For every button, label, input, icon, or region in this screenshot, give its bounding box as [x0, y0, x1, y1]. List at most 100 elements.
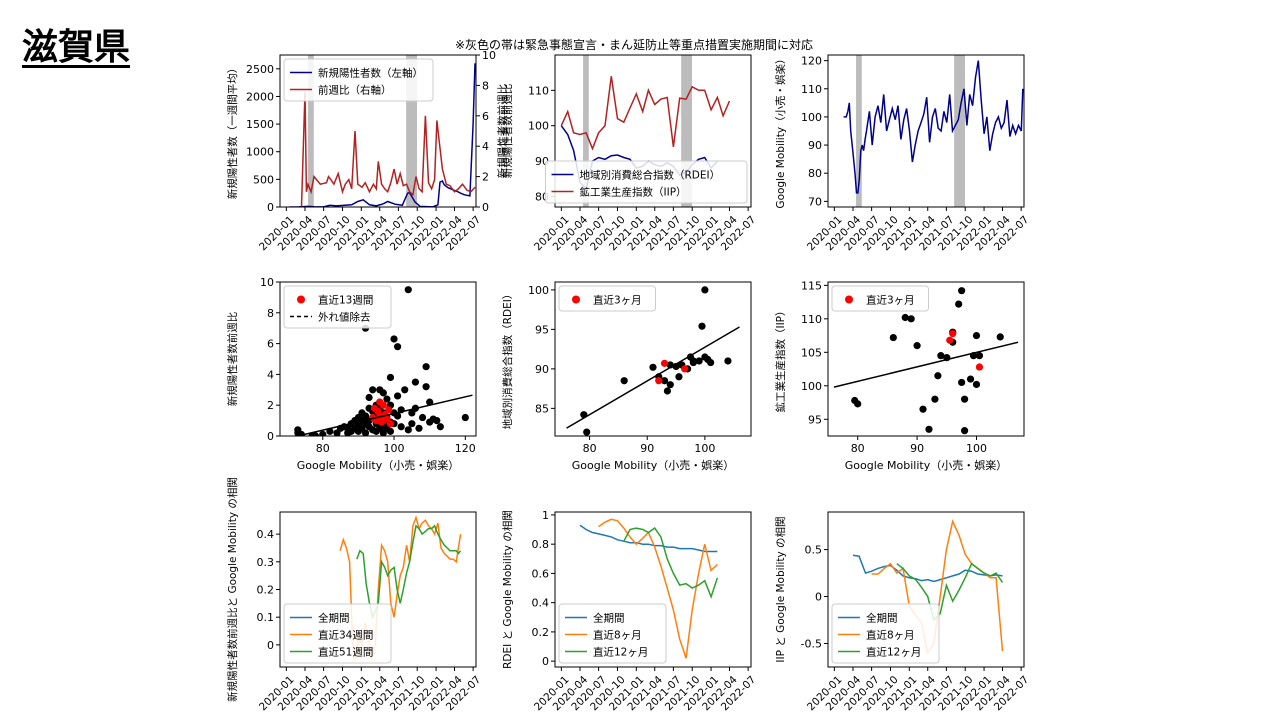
y-tick-label: 0.3: [257, 556, 275, 569]
data-point: [649, 363, 657, 371]
data-point: [379, 389, 387, 397]
legend-label: 直近13週間: [318, 294, 373, 307]
data-point: [383, 395, 391, 403]
fit-line: [297, 394, 473, 436]
chart-panel-3: 7080901001101202020-012020-042020-072020…: [774, 53, 1031, 253]
plot-frame: [279, 54, 477, 208]
data-point: [422, 383, 430, 391]
data-point: [972, 380, 981, 389]
y-tick-label: 0.6: [532, 567, 550, 580]
x-tick-label: 100: [966, 442, 987, 455]
plot-frame: [827, 511, 1025, 668]
y-tick-label: 0.2: [257, 584, 275, 597]
data-point: [386, 427, 395, 435]
y-tick-label: 1500: [246, 118, 274, 131]
data-point: [426, 398, 434, 406]
slide-title: 滋賀県: [22, 27, 131, 68]
y-tick-label: 0.4: [257, 528, 275, 541]
shading-note: ※灰色の帯は緊急事態宣言・まん延防止等重点措置実施期間に対応: [455, 38, 814, 52]
y-tick-label: -0.5: [801, 638, 822, 651]
y-tick-label: 2: [267, 399, 274, 412]
data-point: [394, 392, 402, 400]
plot-frame: [827, 54, 1025, 208]
y-axis-label: Google Mobility（小売・娯楽）: [774, 53, 787, 208]
y-tick-label: 100: [528, 284, 549, 297]
legend-box: [831, 603, 940, 664]
y-tick-label: 105: [801, 346, 822, 359]
y-axis-label: 鉱工業生産指数（IIP）: [774, 305, 787, 412]
recent-point: [946, 336, 954, 344]
legend-label: 直近3ヶ月: [866, 294, 915, 307]
legend-label: 全期間: [593, 612, 625, 625]
series-line: [843, 60, 1024, 194]
data-point: [436, 423, 444, 431]
data-point: [312, 432, 320, 436]
series-line: [623, 527, 719, 599]
shaded-band: [406, 55, 418, 207]
legend: 新規陽性者数（左軸） 前週比（右軸）: [283, 58, 434, 102]
chart-panel-6: 95 100 105 110 115 80 90 100 鉱工業生産指数（IIP） Google …: [774, 279, 1025, 472]
series-line: [852, 554, 1003, 583]
legend-label: 直近8ヶ月: [593, 629, 642, 642]
plot-frame: [827, 281, 1025, 437]
series-line: [300, 91, 476, 207]
y-tick-label: 2000: [246, 90, 274, 103]
y-tick-label: 80: [808, 167, 822, 180]
chart-panel-5: 85 90 95 100 80 90 100 地域別消費総合指数（RDEI） Google Mo…: [501, 281, 752, 472]
recent-point: [660, 359, 669, 367]
plot-area: [566, 286, 740, 436]
data-point: [394, 412, 402, 420]
data-point: [319, 430, 327, 436]
y2-tick-label: 6: [482, 110, 489, 123]
data-point: [433, 417, 441, 425]
data-point: [361, 429, 370, 436]
data-point: [701, 286, 709, 294]
data-point: [724, 357, 732, 365]
series-line: [579, 524, 718, 553]
legend-box: [545, 160, 748, 204]
shaded-band: [308, 55, 314, 207]
data-point: [461, 413, 469, 422]
y-tick-label: 120: [801, 55, 822, 68]
data-point: [404, 426, 412, 434]
data-point: [369, 386, 377, 394]
data-point: [889, 333, 897, 342]
data-point: [620, 377, 628, 385]
y-tick-label: 6: [267, 338, 274, 351]
y-tick-label: 0: [542, 655, 549, 668]
data-point: [689, 357, 697, 365]
y-tick-label: 95: [535, 323, 549, 336]
y-axis-label: 新規陽性者数前週比: [226, 312, 239, 407]
y2-axis-label: 新規陽性者数前週比: [496, 84, 509, 179]
legend: 直近3ヶ月: [831, 285, 929, 312]
y2-tick-label: 4: [482, 140, 489, 153]
y-axis-label: 新規陽性者数前週比: [501, 84, 514, 179]
plot-frame: [554, 511, 752, 668]
y-tick-label: 4: [267, 368, 274, 381]
y2-tick-label: 8: [482, 79, 489, 92]
data-point: [958, 287, 966, 295]
plot-area: [833, 287, 1019, 435]
data-point: [675, 373, 683, 381]
recent-point: [379, 417, 387, 425]
data-point: [411, 378, 420, 386]
y-tick-label: 0: [267, 639, 274, 652]
plot-frame: [279, 511, 477, 668]
data-point: [937, 352, 945, 360]
fit-line: [833, 341, 1019, 388]
data-point: [386, 373, 395, 382]
y-axis-label: IIP と Google Mobility の相関: [774, 516, 787, 662]
data-point: [663, 387, 672, 395]
legend-box: [283, 58, 434, 102]
y-tick-label: 0.2: [532, 626, 550, 639]
y-tick-label: 110: [801, 83, 822, 96]
recent-point: [681, 365, 689, 373]
data-point: [401, 386, 409, 394]
y-tick-label: 0.1: [257, 611, 275, 624]
data-point: [961, 427, 969, 435]
y2-tick-label: 0: [482, 201, 489, 214]
legend-label: 直近51週間: [318, 646, 373, 659]
